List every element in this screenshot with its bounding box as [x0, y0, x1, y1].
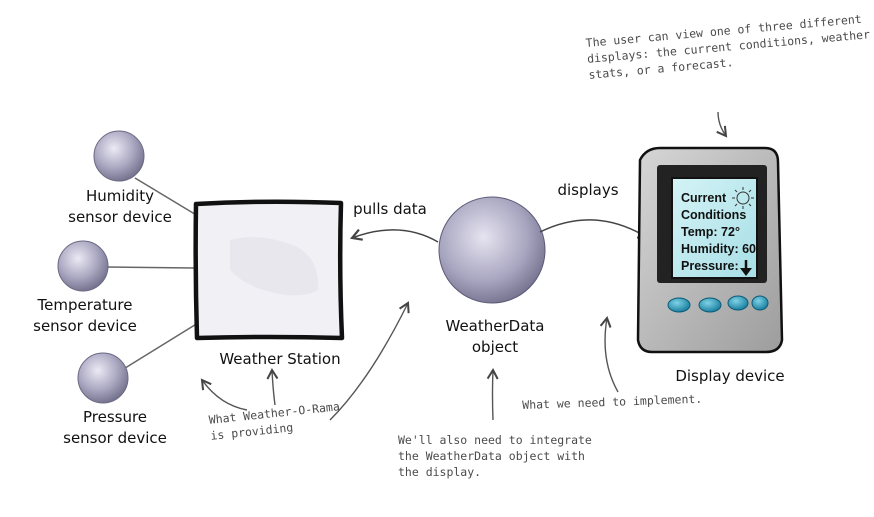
- weatherdata-object-icon: [438, 196, 546, 304]
- pressure-sensor-label: Pressure sensor device: [63, 408, 167, 447]
- weatherdata-object-label: WeatherData object: [445, 317, 545, 356]
- device-button: [727, 295, 749, 311]
- device-button: [667, 297, 691, 313]
- weather-station-label: Weather Station: [219, 350, 341, 368]
- humidity-sensor-label: Humidity sensor device: [68, 187, 172, 226]
- temperature-sensor-label: Temperature sensor device: [33, 296, 137, 335]
- displays-label: displays: [557, 181, 619, 199]
- display-device: [636, 146, 784, 354]
- humidity-sensor-icon: [93, 130, 145, 182]
- weather-station-box: [193, 199, 345, 341]
- integrate-note: We'll also need to integrate the Weather…: [398, 433, 592, 479]
- sun-icon: [732, 187, 754, 209]
- screen-readout: Current Conditions Temp: 72° Humidity: 6…: [681, 191, 757, 273]
- temperature-sensor-icon: [57, 240, 109, 292]
- pulls-data-label: pulls data: [353, 200, 427, 218]
- pulls-data-arrow: [349, 228, 439, 243]
- pressure-sensor-icon: [77, 352, 129, 404]
- display-device-label: Display device: [675, 367, 785, 385]
- device-button: [698, 297, 722, 313]
- device-button: [751, 295, 769, 311]
- sensor-connectors: [107, 177, 199, 371]
- annotation-arrows: [200, 111, 728, 421]
- displays-arrow: [539, 219, 650, 240]
- pressure-down-arrow-icon: [740, 260, 752, 276]
